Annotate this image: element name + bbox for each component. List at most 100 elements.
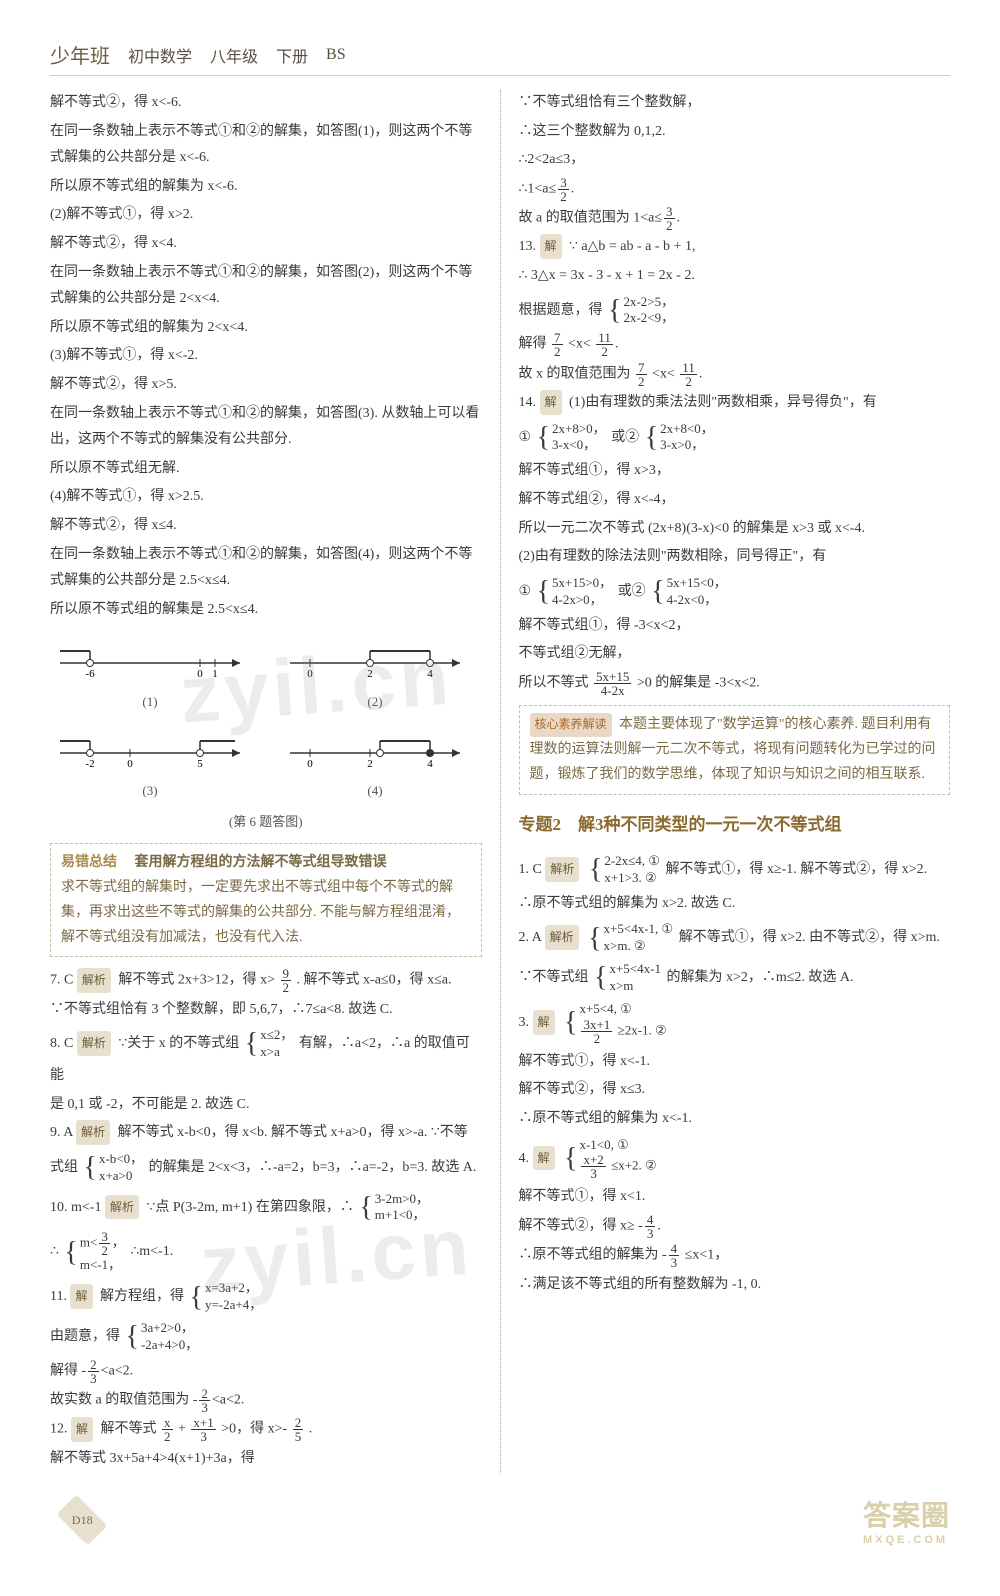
tag-solution: 解 xyxy=(540,390,562,415)
body-text: 在同一条数轴上表示不等式①和②的解集，如答图(2)，则这两个不等式解集的公共部分… xyxy=(50,260,482,313)
tag-solution: 解 xyxy=(70,1284,92,1309)
q13: 13. 解 ∵ a△b = ab - a - b + 1, xyxy=(519,234,951,261)
tag-solution: 解 xyxy=(533,1010,555,1035)
q8-line2: 是 0,1 或 -2，不可能是 2. 故选 C. xyxy=(50,1092,482,1119)
q13-line5: 故 x 的取值范围为 72 <x< 112. xyxy=(519,361,951,388)
edition: BS xyxy=(326,46,346,64)
q14-i: 所以不等式 5x+154-2x >0 的解集是 -3<x<2. xyxy=(519,670,951,697)
body-text: 解不等式②，得 x<-6. xyxy=(50,90,482,117)
figure-label: (2) xyxy=(280,690,470,715)
figure-label: (4) xyxy=(280,779,470,804)
right-column: ∵不等式组恰有三个整数解， ∴这三个整数解为 0,1,2. ∴2<2a≤3， ∴… xyxy=(501,90,951,1474)
tag-analysis: 解析 xyxy=(545,925,579,950)
body-text: ∴1<a≤32. xyxy=(519,176,951,203)
q10: 10. m<-1 解析 ∵点 P(3-2m, m+1) 在第四象限，∴ {3-2… xyxy=(50,1189,482,1227)
figure-label: (3) xyxy=(50,779,250,804)
body-text: (4)解不等式①，得 x>2.5. xyxy=(50,484,482,511)
s2-line2: ∵不等式组 {x+5<4x-1x>m 的解集为 x>2，∴m≤2. 故选 A. xyxy=(519,959,951,997)
svg-text:0: 0 xyxy=(307,668,313,680)
subject: 初中数学 xyxy=(128,43,192,67)
tag-solution: 解 xyxy=(540,234,562,259)
s4-g: ∴满足该不等式组的所有整数解为 -1, 0. xyxy=(519,1272,951,1299)
volume: 下册 xyxy=(276,43,308,67)
q9: 9. A 解析 解不等式 x-b<0，得 x<b. 解不等式 x+a>0，得 x… xyxy=(50,1120,482,1147)
svg-text:-6: -6 xyxy=(85,668,95,680)
page-header: 少年班 初中数学 八年级 下册 BS xyxy=(50,40,950,76)
body-text: 解不等式②，得 x<4. xyxy=(50,231,482,258)
svg-text:1: 1 xyxy=(212,668,218,680)
note-bold: 套用解方程组的方法解不等式组导致错误 xyxy=(135,855,387,870)
q14-g: 解不等式组①，得 -3<x<2， xyxy=(519,613,951,640)
numberline-2: 0 2 4 xyxy=(280,633,470,679)
body-text: (2)解不等式①，得 x>2. xyxy=(50,202,482,229)
svg-text:0: 0 xyxy=(307,758,313,770)
q13-line4: 解得 72 <x< 112. xyxy=(519,331,951,358)
special-topic-title: 专题2 解3种不同类型的一元一次不等式组 xyxy=(519,809,951,841)
svg-text:5: 5 xyxy=(197,758,203,770)
s1: 1. C 解析 {2-2x≤4, ①x+1>3. ② 解不等式①，得 x≥-1.… xyxy=(519,851,951,889)
site-badge: 答案圈 MXQE.COM xyxy=(863,1494,950,1546)
fraction: 92 xyxy=(281,967,292,994)
body-text: ∴这三个整数解为 0,1,2. xyxy=(519,119,951,146)
svg-text:-2: -2 xyxy=(85,758,94,770)
q14: 14. 解 (1)由有理数的乘法法则"两数相乘，异号得负"，有 xyxy=(519,390,951,417)
note-body: 求不等式组的解集时，一定要先求出不等式组中每个不等式的解集，再求出这些不等式的解… xyxy=(61,880,460,945)
q14-sys1: ① {2x+8>0，3-x<0， 或② {2x+8<0，3-x>0， xyxy=(519,419,951,457)
svg-text:0: 0 xyxy=(197,668,203,680)
tag-analysis: 解析 xyxy=(105,1195,139,1220)
q13-line2: ∴ 3△x = 3x - 3 - x + 1 = 2x - 2. xyxy=(519,263,951,290)
q14-e: 所以一元二次不等式 (2x+8)(3-x)<0 的解集是 x>3 或 x<-4. xyxy=(519,516,951,543)
q14-d: 解不等式组②，得 x<-4， xyxy=(519,487,951,514)
q12: 12. 解 解不等式 x2 + x+13 >0，得 x>- 25 . xyxy=(50,1416,482,1443)
s2: 2. A 解析 {x+5<4x-1, ①x>m. ② 解不等式①，得 x>2. … xyxy=(519,919,951,957)
s4-b: 解不等式①，得 x<1. xyxy=(519,1184,951,1211)
s1-line2: ∴原不等式组的解集为 x>2. 故选 C. xyxy=(519,891,951,918)
s3: 3. 解 { x+5<4, ① 3x+12 ≥2x-1. ② xyxy=(519,999,951,1047)
numberline-3: -2 0 5 xyxy=(50,723,250,769)
tag-analysis: 解析 xyxy=(77,968,111,993)
body-text: 解不等式②，得 x>5. xyxy=(50,372,482,399)
body-text: ∵不等式组恰有三个整数解， xyxy=(519,90,951,117)
body-text: (3)解不等式①，得 x<-2. xyxy=(50,343,482,370)
q11-line4: 故实数 a 的取值范围为 -23<a<2. xyxy=(50,1387,482,1414)
body-text: 所以原不等式组的解集是 2.5<x≤4. xyxy=(50,597,482,624)
body-text: 在同一条数轴上表示不等式①和②的解集，如答图(1)，则这两个不等式解集的公共部分… xyxy=(50,119,482,172)
q8: 8. C 解析 ∵关于 x 的不等式组 {x≤2，x>a 有解，∴a<2，∴a … xyxy=(50,1025,482,1089)
q14-c: 解不等式组①，得 x>3， xyxy=(519,458,951,485)
body-text: 所以原不等式组的解集为 2<x<4. xyxy=(50,315,482,342)
q12-line2: 解不等式 3x+5a+4>4(x+1)+3a，得 xyxy=(50,1446,482,1473)
figure-label: (1) xyxy=(50,690,250,715)
numberline-figure: -6 0 1 (1) xyxy=(50,633,482,834)
body-text: 在同一条数轴上表示不等式①和②的解集，如答图(3). 从数轴上可以看出，这两个不… xyxy=(50,401,482,454)
body-text: 故 a 的取值范围为 1<a≤32. xyxy=(519,205,951,232)
brand: 少年班 xyxy=(50,40,110,69)
s4-e: ∴原不等式组的解集为 -43 ≤x<1， xyxy=(519,1242,951,1269)
s3-c: 解不等式②，得 x≤3. xyxy=(519,1077,951,1104)
tag-solution: 解 xyxy=(71,1417,93,1442)
note-title: 易错总结 xyxy=(61,855,117,870)
q14-h: 不等式组②无解， xyxy=(519,641,951,668)
figure-caption: (第 6 题答图) xyxy=(50,810,482,835)
tag-analysis: 解析 xyxy=(76,1120,110,1145)
page-footer: D18 答案圈 MXQE.COM xyxy=(50,1494,950,1546)
page-number: D18 xyxy=(57,1495,108,1546)
body-text: 在同一条数轴上表示不等式①和②的解集，如答图(4)，则这两个不等式解集的公共部分… xyxy=(50,542,482,595)
q14-sys2: ① {5x+15>0，4-2x>0， 或② {5x+15<0，4-2x<0， xyxy=(519,573,951,611)
q7-line2: ∵不等式组恰有 3 个整数解，即 5,6,7，∴7≤a<8. 故选 C. xyxy=(50,997,482,1024)
body-text: 解不等式②，得 x≤4. xyxy=(50,513,482,540)
tag-analysis: 解析 xyxy=(545,857,579,882)
numberline-1: -6 0 1 xyxy=(50,633,250,679)
q13-line3: 根据题意，得 {2x-2>5，2x-2<9， xyxy=(519,292,951,330)
body-text: ∴2<2a≤3， xyxy=(519,147,951,174)
body-text: 所以原不等式组无解. xyxy=(50,456,482,483)
tag-core-literacy: 核心素养解读 xyxy=(530,713,612,737)
q9-line2: 式组 {x-b<0，x+a>0 的解集是 2<x<3，∴-a=2，b=3，∴a=… xyxy=(50,1149,482,1187)
q11-line3: 解得 -23<a<2. xyxy=(50,1358,482,1385)
q11: 11. 解 解方程组，得 {x=3a+2，y=-2a+4， xyxy=(50,1278,482,1316)
body-text: 所以原不等式组的解集为 x<-6. xyxy=(50,174,482,201)
grade: 八年级 xyxy=(210,43,258,67)
q14-f: (2)由有理数的除法法则"两数相除，同号得正"，有 xyxy=(519,544,951,571)
s4: 4. 解 { x-1<0, ① x+23 ≤x+2. ② xyxy=(519,1135,951,1183)
s3-d: ∴原不等式组的解集为 x<-1. xyxy=(519,1106,951,1133)
q7: 7. C 解析 解不等式 2x+3>12，得 x> 92 . 解不等式 x-a≤… xyxy=(50,967,482,994)
